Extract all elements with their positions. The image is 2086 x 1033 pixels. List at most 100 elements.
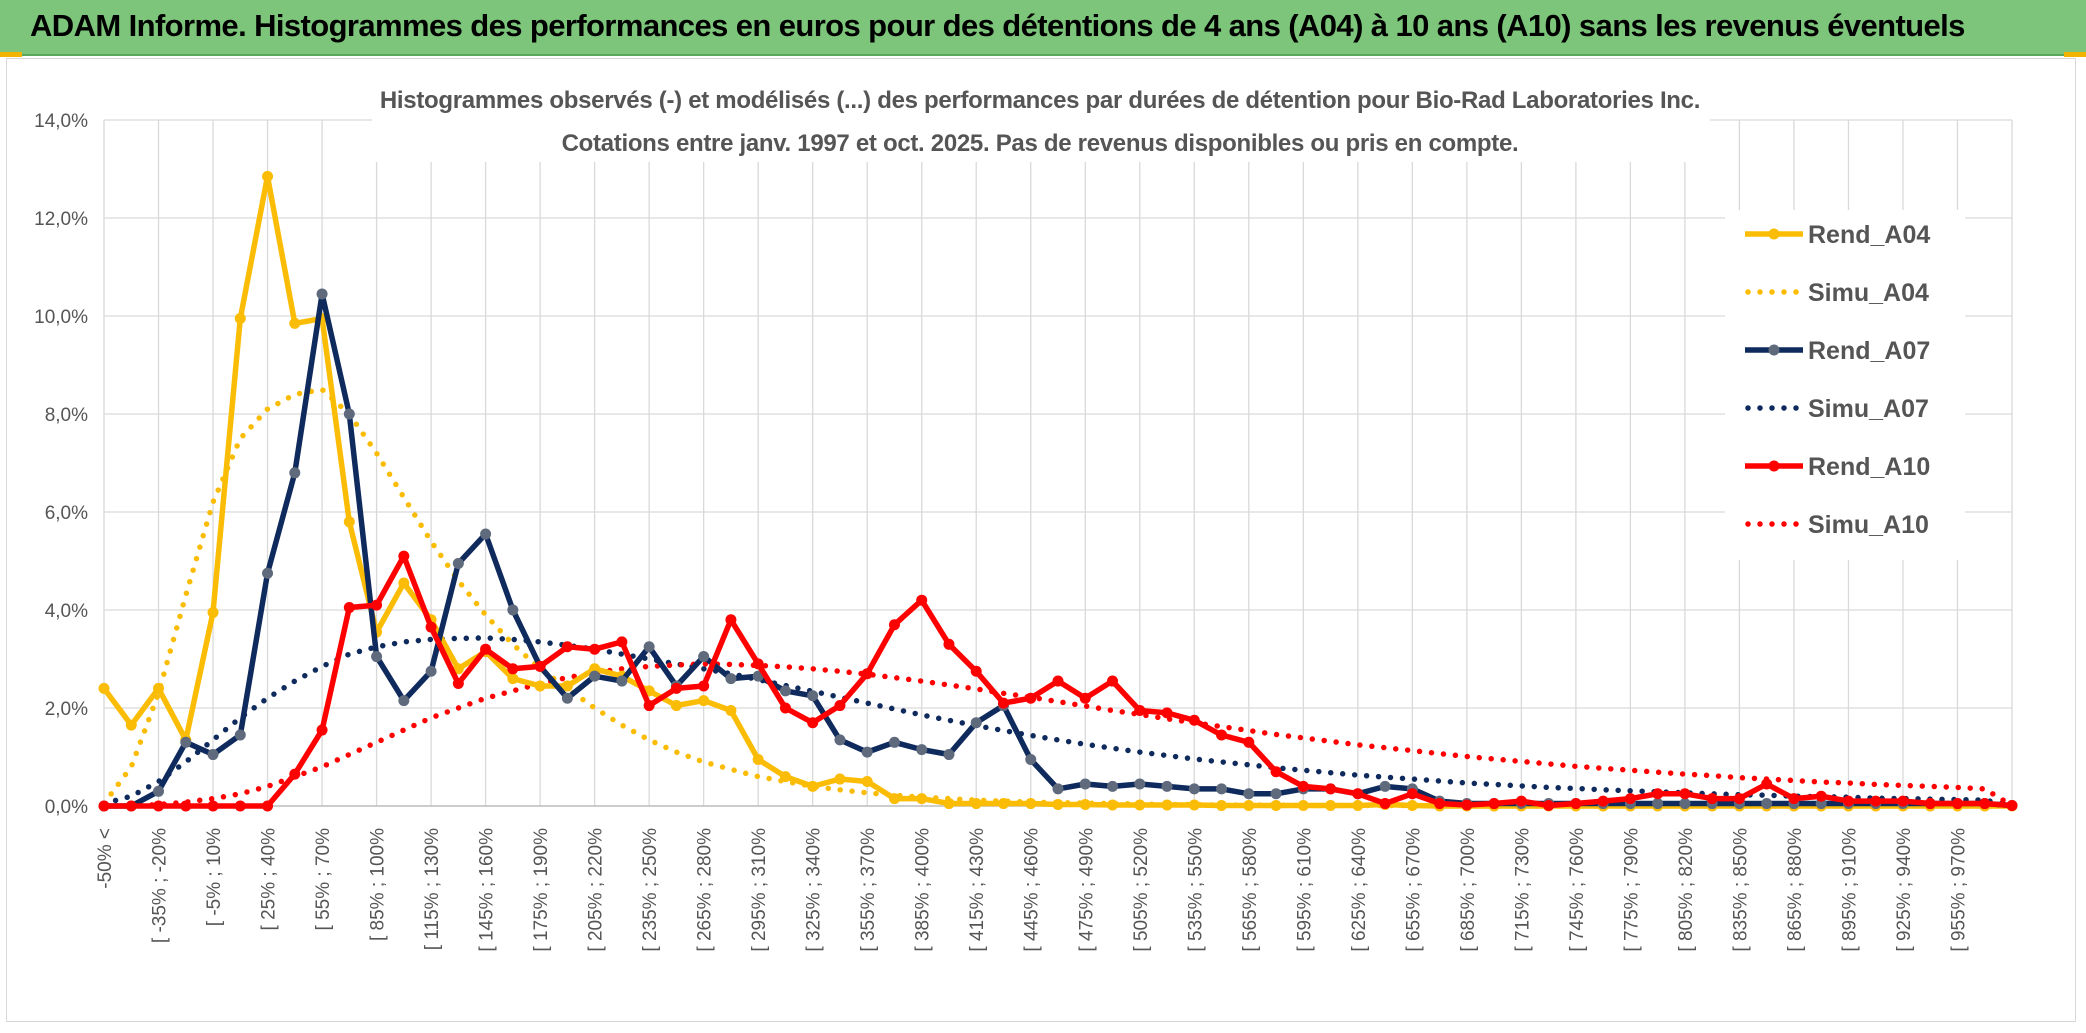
data-point-Rend_A04 [1297, 800, 1309, 812]
legend-marker-Rend_A07 [1768, 344, 1780, 356]
chart-subtitle: Cotations entre janv. 1997 et oct. 2025.… [562, 130, 1519, 157]
data-point-Rend_A04 [1161, 799, 1173, 811]
x-tick-label: [ 775% ; 790% [1621, 828, 1642, 952]
data-point-Rend_A10 [1188, 714, 1200, 726]
x-tick-label: [ 955% ; 970% [1948, 828, 1969, 952]
data-point-Rend_A04 [234, 312, 246, 324]
data-point-Rend_A07 [807, 690, 819, 702]
data-point-Rend_A04 [888, 793, 900, 805]
data-point-Rend_A04 [1352, 800, 1364, 812]
x-tick-label: [ 295% ; 310% [749, 828, 770, 952]
x-tick-label: [ 415% ; 430% [967, 828, 988, 952]
data-point-Rend_A10 [834, 700, 846, 712]
data-point-Rend_A10 [1297, 780, 1309, 792]
data-point-Rend_A10 [1461, 799, 1473, 811]
data-point-Rend_A07 [180, 736, 192, 748]
data-point-Rend_A10 [180, 800, 192, 812]
data-point-Rend_A10 [943, 638, 955, 650]
data-point-Rend_A07 [1216, 783, 1228, 795]
data-point-Rend_A10 [1788, 793, 1800, 805]
data-point-Rend_A10 [398, 550, 410, 562]
x-tick-label: [ 505% ; 520% [1131, 828, 1152, 952]
y-tick-label: 0,0% [45, 797, 88, 818]
data-point-Rend_A10 [262, 800, 274, 812]
data-point-Rend_A10 [1025, 692, 1037, 704]
x-tick-label: [ 745% ; 760% [1567, 828, 1588, 952]
data-point-Rend_A04 [779, 771, 791, 783]
data-point-Rend_A07 [1652, 798, 1664, 810]
chart-title: Histogrammes observés (-) et modélisés (… [380, 87, 1700, 114]
x-tick-label: [ 385% ; 400% [913, 828, 934, 952]
data-point-Rend_A07 [1079, 778, 1091, 790]
data-point-Rend_A10 [1979, 798, 1991, 810]
x-tick-label: [ 685% ; 700% [1458, 828, 1479, 952]
data-point-Rend_A04 [452, 663, 464, 675]
data-point-Rend_A04 [725, 704, 737, 716]
x-tick-label: [ 625% ; 640% [1349, 828, 1370, 952]
data-point-Rend_A10 [970, 665, 982, 677]
x-tick-label: [ 325% ; 340% [804, 828, 825, 952]
data-point-Rend_A10 [507, 663, 519, 675]
data-point-Rend_A07 [725, 673, 737, 685]
legend-label-Simu_A07: Simu_A07 [1808, 395, 1929, 423]
data-point-Rend_A07 [371, 651, 383, 663]
data-point-Rend_A10 [997, 697, 1009, 709]
data-point-Rend_A04 [970, 798, 982, 810]
data-point-Rend_A04 [1134, 799, 1146, 811]
data-point-Rend_A10 [1652, 788, 1664, 800]
data-point-Rend_A07 [943, 749, 955, 761]
x-tick-label: [ 805% ; 820% [1676, 828, 1697, 952]
y-tick-label: 14,0% [34, 111, 88, 132]
data-point-Rend_A04 [343, 516, 355, 528]
data-point-Rend_A04 [1052, 799, 1064, 811]
data-point-Rend_A10 [1706, 793, 1718, 805]
legend-marker-Rend_A10 [1768, 460, 1780, 472]
data-point-Rend_A04 [1216, 800, 1228, 812]
data-point-Rend_A10 [98, 800, 110, 812]
data-point-Rend_A04 [1325, 800, 1337, 812]
data-point-Rend_A10 [1515, 795, 1527, 807]
data-point-Rend_A10 [1107, 675, 1119, 687]
legend-marker-Rend_A04 [1768, 228, 1780, 240]
y-tick-label: 10,0% [34, 307, 88, 328]
series-line-Simu_A10 [101, 661, 2015, 809]
data-point-Rend_A10 [1815, 790, 1827, 802]
data-point-Rend_A04 [1270, 800, 1282, 812]
x-tick-label: [ 895% ; 910% [1839, 828, 1860, 952]
data-point-Rend_A07 [398, 695, 410, 707]
data-point-Rend_A07 [262, 567, 274, 579]
data-point-Rend_A04 [398, 577, 410, 589]
data-point-Rend_A07 [616, 675, 628, 687]
data-point-Rend_A10 [1216, 729, 1228, 741]
data-point-Rend_A07 [153, 785, 165, 797]
data-point-Rend_A04 [289, 317, 301, 329]
legend[interactable]: Rend_A04 Simu_A04 Rend_A07 Simu_A07 Rend_A10… [1725, 210, 1965, 560]
legend-background [1725, 210, 1965, 560]
data-point-Rend_A07 [289, 467, 301, 479]
data-point-Rend_A07 [1107, 780, 1119, 792]
data-point-Rend_A07 [480, 528, 492, 540]
x-tick-label: [ 175% ; 190% [531, 828, 552, 952]
data-point-Rend_A10 [1134, 704, 1146, 716]
data-point-Rend_A04 [861, 776, 873, 787]
data-point-Rend_A04 [1243, 800, 1255, 812]
data-point-Rend_A07 [888, 736, 900, 748]
data-point-Rend_A04 [153, 682, 165, 694]
x-tick-label: [ 55% ; 70% [313, 828, 334, 931]
data-point-Rend_A10 [1434, 798, 1446, 810]
data-point-Rend_A07 [1679, 798, 1691, 810]
x-tick-label: [ 445% ; 460% [1022, 828, 1043, 952]
data-point-Rend_A07 [916, 744, 928, 756]
data-point-Rend_A10 [1243, 736, 1255, 748]
report-title: ADAM Informe. Histogrammes des performan… [30, 8, 1965, 43]
corner-mark-left [0, 52, 22, 57]
data-point-Rend_A10 [1842, 795, 1854, 807]
x-tick-label: [ 865% ; 880% [1785, 828, 1806, 952]
data-point-Rend_A07 [970, 717, 982, 729]
data-point-Rend_A10 [916, 594, 928, 606]
data-point-Rend_A10 [2006, 800, 2018, 812]
data-point-Rend_A10 [452, 678, 464, 689]
data-point-Rend_A07 [452, 557, 464, 569]
x-tick-label: [ 85% ; 100% [368, 828, 389, 941]
